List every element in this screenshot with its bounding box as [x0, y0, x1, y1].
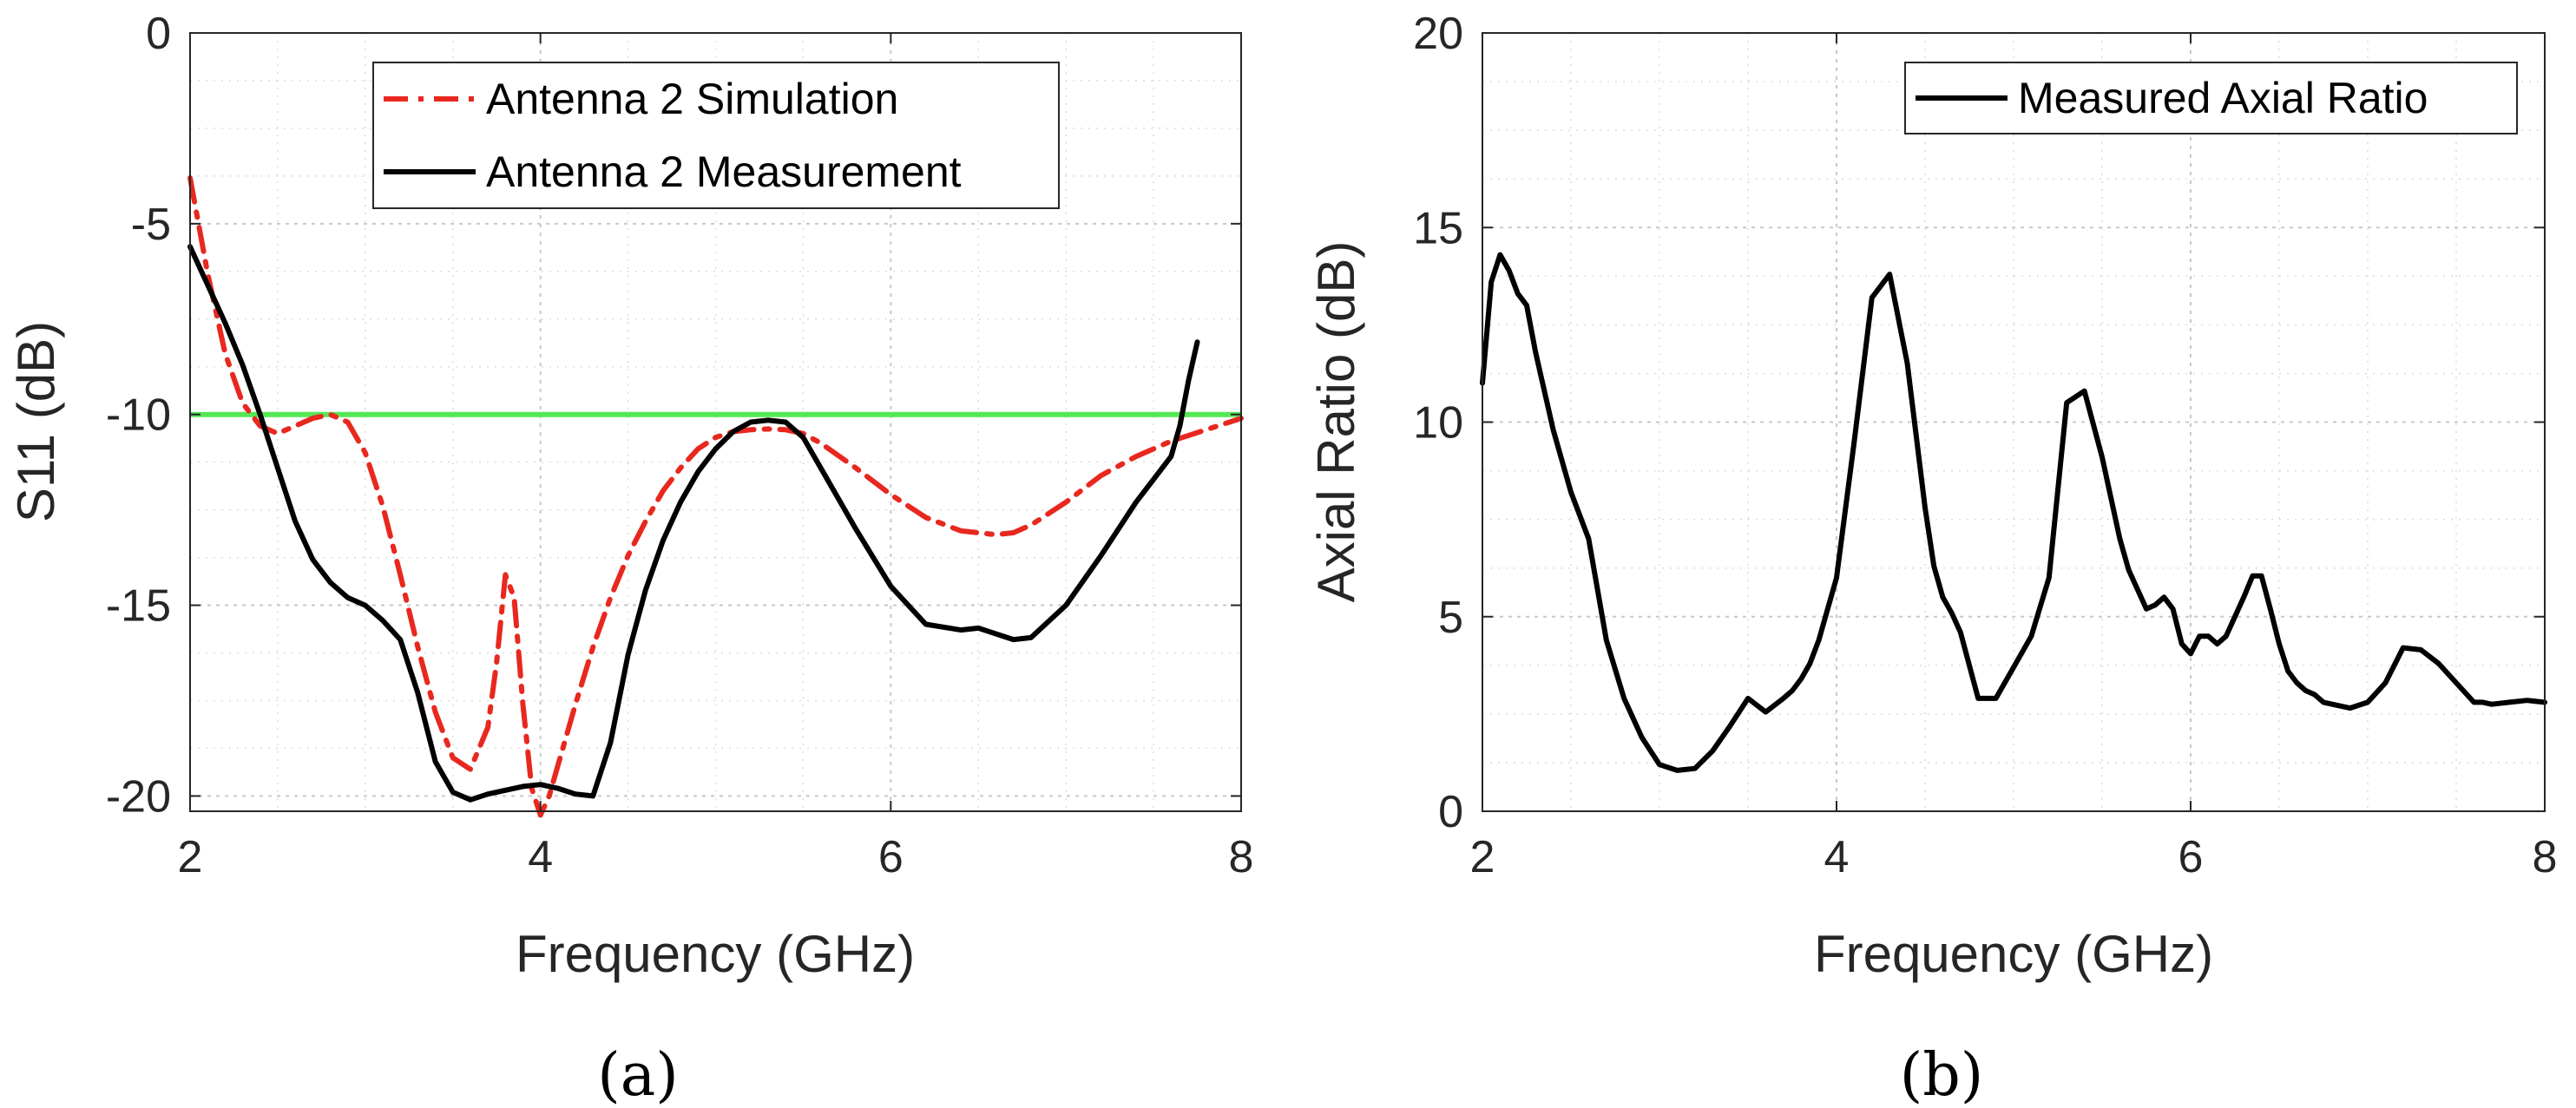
- x-tick-label: 6: [2178, 832, 2204, 882]
- legend-label-2: Antenna 2 Measurement: [486, 148, 962, 196]
- axial-ratio-tick-labels: 2 4 6 8 0 5 10 15 20: [1413, 9, 2557, 882]
- s11-y-axis-label: S11 (dB): [7, 321, 65, 522]
- legend-label-1: Measured Axial Ratio: [2018, 74, 2428, 122]
- axial-ratio-legend: Measured Axial Ratio: [1904, 62, 2518, 134]
- s11-x-axis-label: Frequency (GHz): [516, 925, 915, 983]
- x-tick-label: 8: [2533, 832, 2558, 882]
- caption-a: (a): [597, 1041, 679, 1108]
- axial-ratio-x-axis-label: Frequency (GHz): [1814, 925, 2213, 983]
- y-tick-label: 20: [1413, 9, 1463, 59]
- y-tick-label: 0: [1438, 787, 1463, 837]
- s11-legend: Antenna 2 Simulation Antenna 2 Measuremen…: [372, 62, 1060, 209]
- caption-b: (b): [1900, 1041, 1984, 1108]
- s11-axes-box: [189, 32, 1242, 812]
- x-tick-label: 4: [528, 832, 553, 882]
- series-line-1: [187, 175, 1244, 818]
- series-line-1: [1480, 252, 2547, 773]
- axial-ratio-series-group: [1480, 252, 2547, 773]
- s11-tick-labels: 2 4 6 8 0 -5 -10 -15 -20: [106, 9, 1254, 882]
- x-tick-label: 2: [178, 832, 203, 882]
- x-tick-label: 4: [1824, 832, 1850, 882]
- y-tick-label: -15: [106, 581, 171, 632]
- y-tick-label: -20: [106, 771, 171, 822]
- legend-box: [372, 62, 1060, 209]
- x-tick-label: 8: [1229, 832, 1254, 882]
- x-tick-label: 2: [1470, 832, 1495, 882]
- x-tick-label: 6: [878, 832, 904, 882]
- y-tick-label: 0: [146, 9, 171, 59]
- s11-chart-panel: 2 4 6 8 0 -5 -10 -15 -20 Frequency (GHz) S11 (dB…: [7, 9, 1253, 1108]
- y-tick-label: -10: [106, 390, 171, 441]
- legend-label-1: Antenna 2 Simulation: [486, 75, 898, 123]
- y-tick-label: 10: [1413, 398, 1463, 449]
- axial-ratio-chart-panel: 2 4 6 8 0 5 10 15 20 Frequency (GHz) Axial Ratio…: [1307, 9, 2557, 1108]
- y-tick-label: 5: [1438, 593, 1463, 643]
- y-tick-label: 15: [1413, 203, 1463, 253]
- series-line-2: [187, 244, 1200, 803]
- axial-ratio-y-axis-label: Axial Ratio (dB): [1307, 241, 1365, 603]
- y-tick-label: -5: [131, 200, 171, 250]
- s11-series-group: [187, 175, 1244, 818]
